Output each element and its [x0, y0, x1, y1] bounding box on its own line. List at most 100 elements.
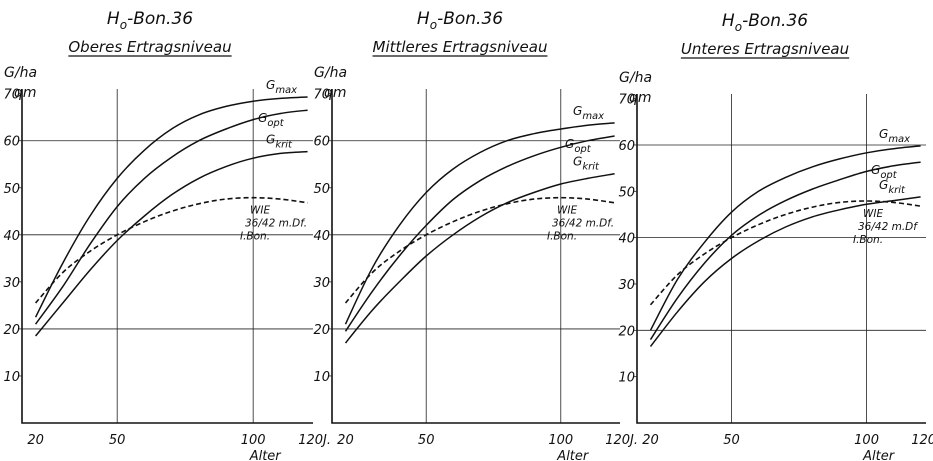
series-label-letter: G	[565, 137, 574, 151]
series-label-letter: G	[266, 78, 275, 92]
title-subscript: o	[120, 18, 127, 32]
axis-frame	[636, 94, 926, 424]
x-tick-label: 50	[418, 433, 435, 448]
y-tick-label: 60	[3, 135, 20, 150]
series-line-gkrit	[35, 150, 308, 337]
x-tick-label: 120J.	[298, 433, 331, 448]
y-tick-label: 70	[618, 93, 635, 108]
x-tick-label: 100	[854, 433, 879, 448]
y-tick-label: 60	[618, 139, 635, 154]
y-tick-label: 50	[3, 182, 20, 197]
chart-title: Ho-Bon.36	[417, 9, 503, 32]
y-axis-unit: qm	[629, 90, 652, 106]
chart-title: Ho-Bon.36	[107, 9, 193, 32]
y-axis-label: G/ha	[4, 65, 37, 81]
y-axis-unit: qm	[324, 85, 347, 101]
x-axis-label: Alter	[249, 449, 283, 461]
series-label-gkrit: Gkrit	[879, 178, 906, 196]
wie-label-line-2: 36/42 m.Df.	[245, 218, 307, 230]
axis-frame	[21, 89, 313, 424]
y-tick-label: 70	[313, 88, 330, 103]
wie-label-line-1: WIE	[863, 208, 883, 220]
y-axis-label: G/ha	[619, 70, 652, 86]
wie-label-line-3: I.Bon.	[547, 231, 577, 243]
title-subscript: o	[735, 20, 742, 34]
title-rest: -Bon.36	[742, 11, 808, 31]
series-label-gopt: Gopt	[871, 163, 898, 181]
title-rest: -Bon.36	[127, 9, 193, 29]
y-axis-label: G/ha	[314, 65, 347, 81]
series-line-gopt	[649, 161, 921, 341]
series-label-letter: G	[258, 111, 267, 125]
x-tick-label: 120J.	[911, 433, 933, 448]
series-label-subscript: opt	[880, 170, 897, 181]
title-letter: H	[417, 9, 430, 29]
series-label-subscript: max	[888, 134, 910, 145]
series-label-letter: G	[573, 155, 582, 169]
y-tick-label: 40	[618, 232, 635, 247]
series-line-wie	[649, 200, 921, 306]
series-label-gkrit: Gkrit	[266, 133, 293, 151]
series-label-letter: G	[266, 133, 275, 147]
x-tick-label: 50	[109, 433, 126, 448]
series-line-wie	[35, 196, 308, 304]
x-tick-label: 100	[241, 433, 266, 448]
series-label-gopt: Gopt	[565, 137, 592, 155]
y-tick-label: 30	[313, 276, 330, 291]
y-tick-label: 50	[618, 185, 635, 200]
series-label-gmax: Gmax	[879, 127, 910, 145]
series-line-gkrit	[344, 172, 615, 344]
title-rest: -Bon.36	[437, 9, 503, 29]
wie-label-line-3: I.Bon.	[853, 234, 883, 246]
x-tick-label: 100	[548, 433, 573, 448]
series-line-gopt	[344, 135, 615, 332]
series-label-gmax: Gmax	[573, 104, 604, 122]
x-tick-label: 50	[723, 433, 740, 448]
y-axis-unit: qm	[14, 85, 37, 101]
x-tick-label: 20	[27, 433, 44, 448]
series-line-gkrit	[649, 196, 921, 347]
series-label-letter: G	[573, 104, 582, 118]
y-tick-label: 60	[313, 135, 330, 150]
chart-title: Ho-Bon.36	[722, 11, 808, 34]
chart-subtitle: Mittleres Ertragsniveau	[373, 38, 548, 56]
x-axis-label: Alter	[556, 449, 590, 461]
chart-panel-2: Ho-Bon.36 Mittleres Ertragsniveau G/ha qm 10…	[313, 9, 638, 461]
x-tick-label: 20	[337, 433, 354, 448]
series-line-wie	[344, 196, 615, 304]
y-tick-label: 50	[313, 182, 330, 197]
y-tick-label: 30	[3, 276, 20, 291]
y-tick-label: 10	[618, 371, 635, 386]
series-label-letter: G	[871, 163, 880, 177]
x-tick-label: 20	[642, 433, 659, 448]
series-line-gmax	[649, 145, 921, 331]
series-label-subscript: krit	[275, 140, 293, 151]
series-label-subscript: max	[275, 85, 297, 96]
x-axis-label: Alter	[862, 449, 896, 461]
series-line-gmax	[34, 96, 308, 318]
chart-panel-1: Ho-Bon.36 Oberes Ertragsniveau G/ha qm 10 20 3…	[3, 9, 331, 461]
y-tick-label: 40	[3, 229, 20, 244]
series-label-gmax: Gmax	[266, 78, 297, 96]
series-label-subscript: krit	[888, 185, 906, 196]
y-tick-label: 70	[3, 88, 20, 103]
wie-label-line-3: I.Bon.	[240, 231, 270, 243]
axis-frame	[331, 89, 620, 424]
chart-panel-3: Ho-Bon.36 Unteres Ertragsniveau G/ha qm 10 20…	[618, 11, 933, 461]
chart-subtitle: Oberes Ertragsniveau	[68, 38, 231, 56]
series-line-gmax	[344, 122, 615, 325]
title-letter: H	[722, 11, 735, 31]
x-tick-label: 120J.	[605, 433, 638, 448]
title-letter: H	[107, 9, 120, 29]
y-tick-label: 10	[313, 370, 330, 385]
series-label-letter: G	[879, 127, 888, 141]
title-subscript: o	[430, 18, 437, 32]
wie-label-line-1: WIE	[250, 205, 270, 217]
wie-label-line-2: 36/42 m.Df.	[552, 218, 614, 230]
series-label-subscript: opt	[574, 144, 591, 155]
y-tick-label: 30	[618, 278, 635, 293]
y-tick-label: 40	[313, 229, 330, 244]
y-tick-label: 20	[3, 323, 20, 338]
series-label-subscript: opt	[267, 118, 284, 129]
